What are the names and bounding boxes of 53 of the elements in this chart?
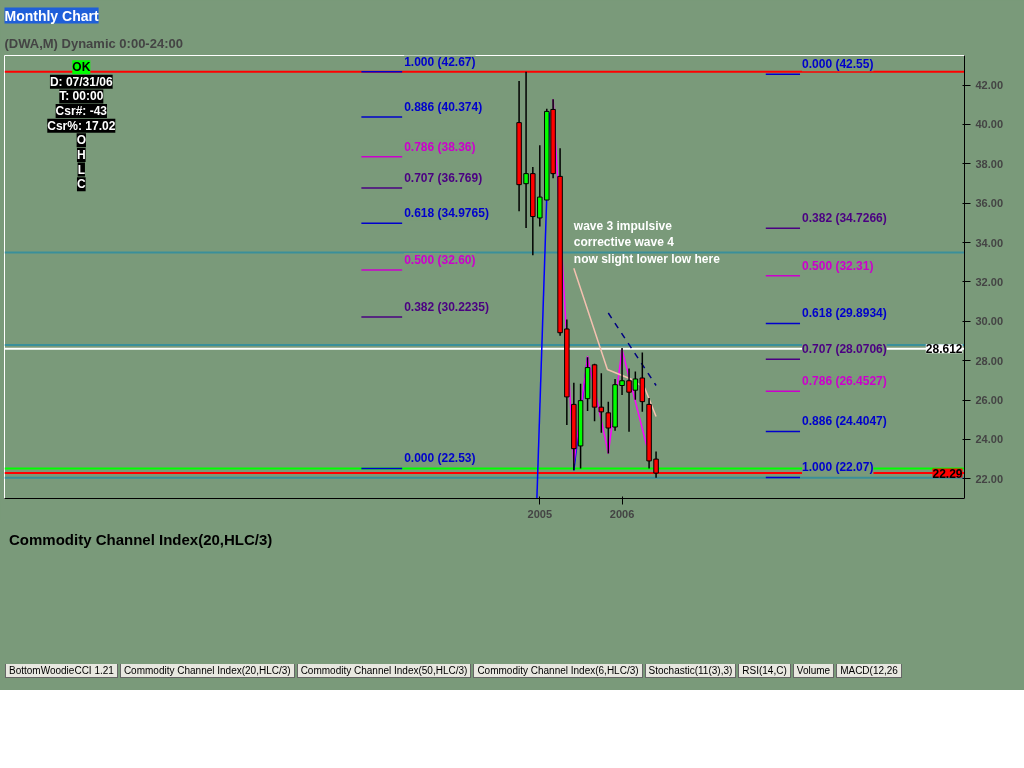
y-tick-label: 42.00 [975,79,1004,92]
text: Commodity Channel Index(20,HLC/3) [119,663,295,679]
annotation: Csr#: -43 [55,104,108,119]
y-tick-label: 30.00 [975,315,1004,328]
series-label: 0.886 (24.4047) [802,414,887,429]
series-label: 0.500 (32.31) [802,258,874,273]
series-label: 0.000 (42.55) [802,57,874,72]
series-label: 1.000 (22.07) [802,460,874,475]
text: RSI(14,C) [738,663,791,679]
series-label: 0.500 (32.60) [404,253,476,268]
text: Commodity Channel Index(50,HLC/3) [296,663,472,679]
y-tick-label: 22.00 [975,472,1004,485]
series-label: 0.618 (34.9765) [404,206,489,221]
series-label: 0.707 (28.0706) [802,342,887,357]
text: Volume [792,663,835,679]
x-tick-label: 2005 [527,507,553,520]
annotation: H [76,147,86,162]
series-label: 0.000 (22.53) [404,451,476,466]
annotation: O [76,133,86,148]
annotation: D: 07/31/06 [49,74,113,89]
annotation: OK [72,60,91,75]
text: Commodity Channel Index(6,HLC/3) [473,663,643,679]
text: Commodity Channel Index(20,HLC/3) [8,530,274,550]
y-tick-label: 26.00 [975,394,1004,407]
text: MACD(12,26 [836,663,902,679]
text: BottomWoodieCCI 1.21 [5,663,118,679]
series-label: 0.618 (29.8934) [802,306,887,321]
y-tick-label: 34.00 [975,236,1004,249]
chart-title: Monthly Chart [4,7,99,24]
series-label: 0.382 (34.7266) [802,211,887,226]
y-tick-label: 36.00 [975,197,1004,210]
y-tick-label: 38.00 [975,157,1004,170]
series-label: 0.707 (36.769) [404,171,483,186]
y-tick-label: 24.00 [975,433,1004,446]
annotation: L [77,162,85,177]
annotation: C [76,177,86,192]
series-label: 0.786 (26.4527) [802,374,887,389]
series-label: 0.886 (40.374) [404,100,483,115]
y-tick-label: 32.00 [975,275,1004,288]
series-label: 0.786 (38.36) [404,139,476,154]
y-tick-label: 40.00 [975,118,1004,131]
ref-line-label: 28.612 [925,342,963,357]
chart-subtitle: (DWA,M) Dynamic 0:00-24:00 [4,35,183,51]
annotation: Csr%: 17.02 [47,118,116,133]
y-tick-label: 28.00 [975,354,1004,367]
line-series [573,267,657,418]
text: Stochastic(11(3),3) [644,663,737,679]
annotation: wave 3 impulsive corrective wave 4 now slight lower low here [572,218,721,267]
ref-line-label: 22.29 [932,466,963,481]
series-label: 0.382 (30.2235) [404,299,489,314]
series-label: 1.000 (42.67) [404,54,476,69]
annotation: T: 00:00 [59,89,104,104]
x-tick-label: 2006 [609,507,635,520]
